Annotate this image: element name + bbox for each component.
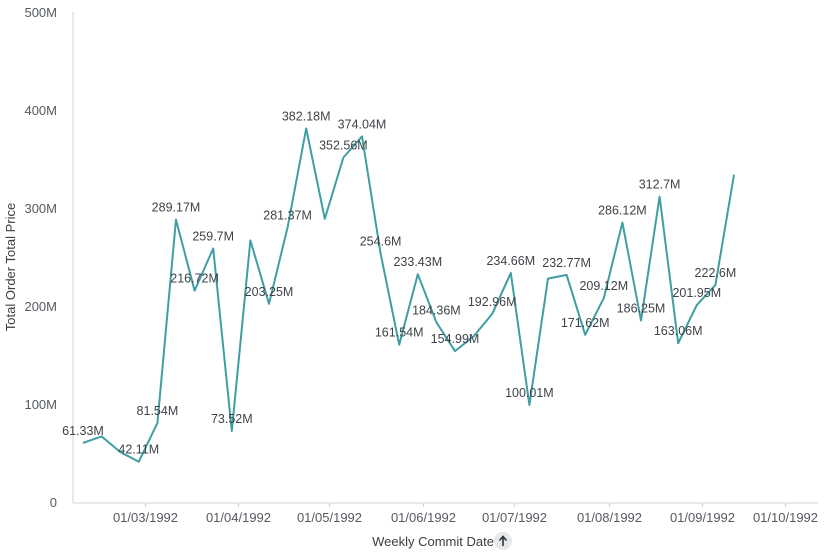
sort-button[interactable] <box>494 532 512 550</box>
arrow-up-icon <box>498 535 508 546</box>
y-tick-label: 200M <box>24 299 57 314</box>
data-label: 232.77M <box>542 256 591 270</box>
data-label: 254.6M <box>360 235 402 249</box>
y-axis-title: Total Order Total Price <box>3 203 18 331</box>
data-label: 163.06M <box>654 324 703 338</box>
data-label: 61.33M <box>62 424 104 438</box>
data-label: 161.54M <box>375 326 424 340</box>
data-label: 374.04M <box>338 117 387 131</box>
data-label: 216.72M <box>170 272 219 286</box>
y-tick-label: 100M <box>24 397 57 412</box>
data-label: 184.36M <box>412 303 461 317</box>
data-label: 286.12M <box>598 204 647 218</box>
data-label: 209.12M <box>579 279 628 293</box>
data-label: 352.56M <box>319 139 368 153</box>
y-tick-label: 400M <box>24 103 57 118</box>
data-labels: 61.33M 42.11M 81.54M 289.17M 216.72M 259.7M 73… <box>62 110 736 457</box>
x-tick-label: 01/08/1992 <box>577 510 642 525</box>
x-tick-label: 01/09/1992 <box>670 510 735 525</box>
data-label: 203.25M <box>245 285 294 299</box>
y-tick-label: 500M <box>24 5 57 20</box>
data-label: 192.96M <box>468 295 517 309</box>
data-label: 289.17M <box>152 201 201 215</box>
data-label: 281.37M <box>263 208 312 222</box>
data-label: 201.95M <box>672 286 721 300</box>
series-line <box>82 127 735 463</box>
data-label: 222.6M <box>695 266 737 280</box>
data-label: 233.43M <box>393 255 442 269</box>
data-label: 81.54M <box>137 404 179 418</box>
y-tick-label: 300M <box>24 201 57 216</box>
x-tick-label: 01/04/1992 <box>206 510 271 525</box>
x-axis-title: Weekly Commit Date <box>372 534 494 549</box>
x-tick-label: 01/06/1992 <box>391 510 456 525</box>
y-axis-ticks: 0 100M 200M 300M 400M 500M <box>24 5 57 510</box>
data-label: 234.66M <box>486 254 535 268</box>
data-label: 100.01M <box>505 386 554 400</box>
data-label: 154.99M <box>431 332 480 346</box>
data-label: 259.7M <box>192 230 234 244</box>
x-tick-label: 01/03/1992 <box>113 510 178 525</box>
y-tick-label: 0 <box>50 495 57 510</box>
data-label: 42.11M <box>118 443 159 457</box>
data-label: 171.62M <box>561 316 610 330</box>
data-label: 73.52M <box>211 412 253 426</box>
x-tick-label: 01/05/1992 <box>297 510 362 525</box>
data-label: 382.18M <box>282 110 331 124</box>
data-label: 186.25M <box>617 302 666 316</box>
data-label: 312.7M <box>639 178 681 192</box>
x-tick-label: 01/10/1992 <box>753 510 818 525</box>
x-tick-label: 01/07/1992 <box>482 510 547 525</box>
x-axis-ticks: 01/03/1992 01/04/1992 01/05/1992 01/06/1992… <box>113 503 818 525</box>
